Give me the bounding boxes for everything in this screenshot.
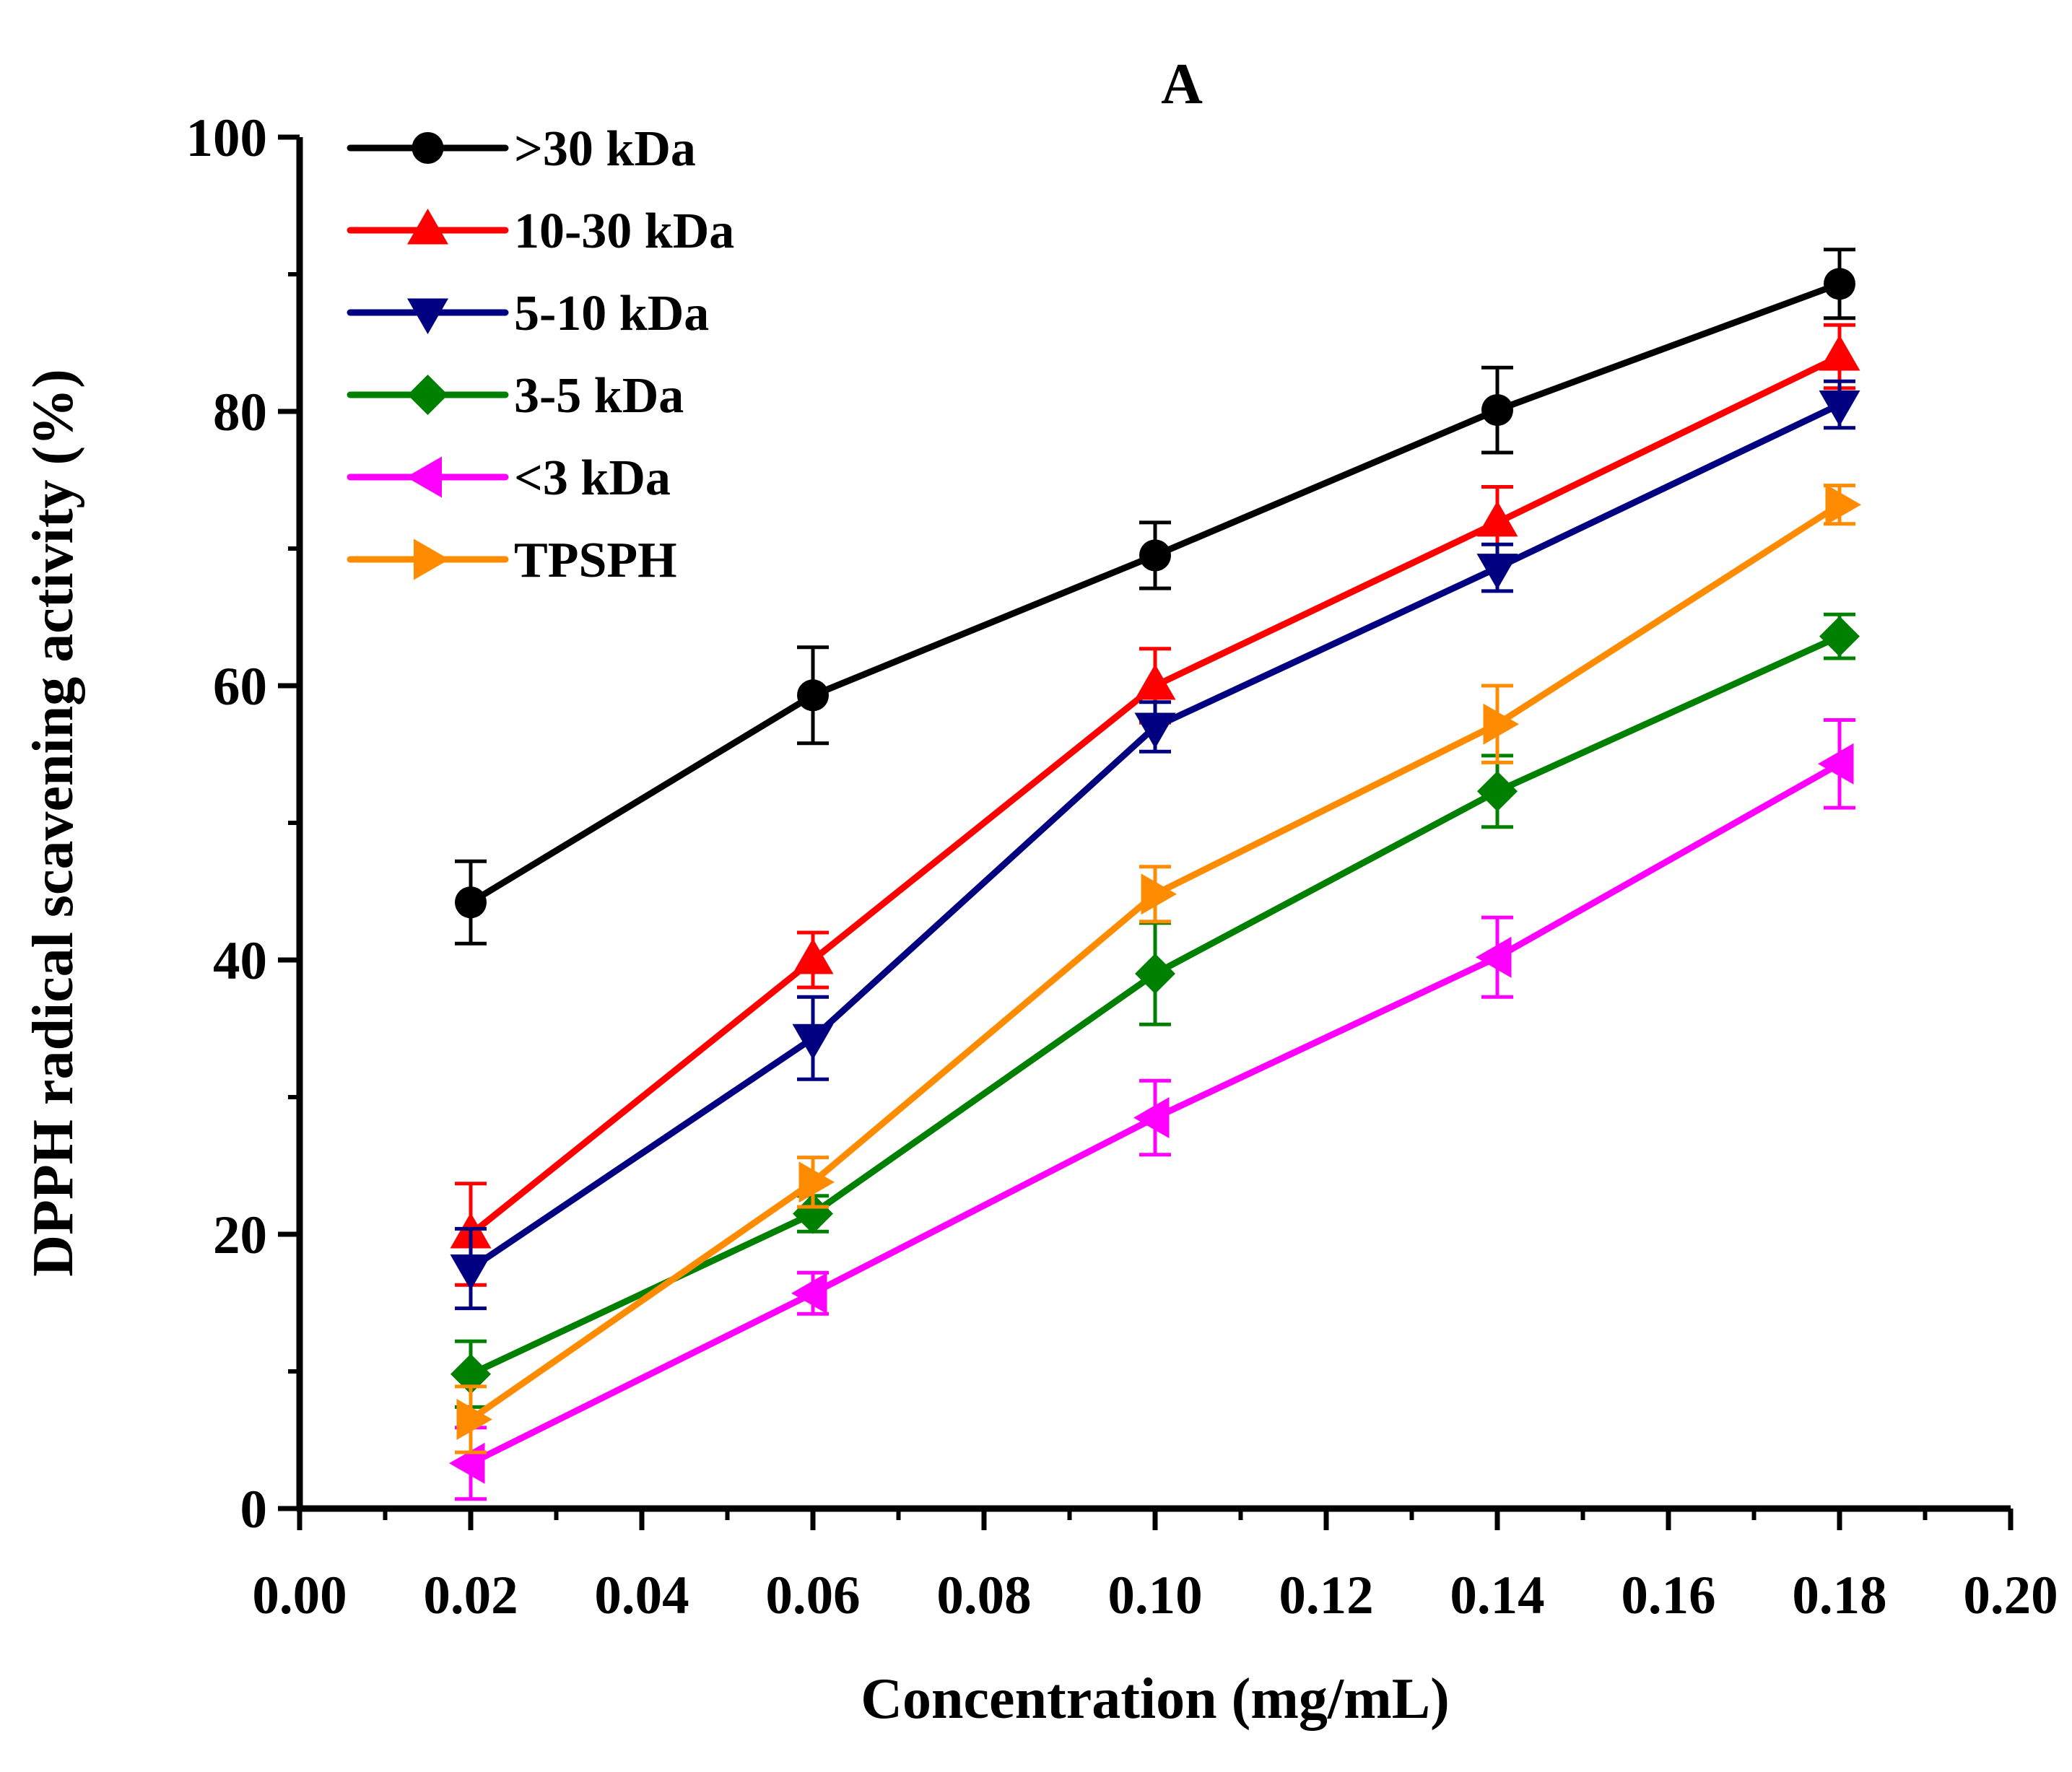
x-tick-label: 0.06 — [765, 1566, 860, 1625]
y-axis-title: DPPH radical scavening activity (%) — [22, 369, 85, 1277]
x-tick-label: 0.14 — [1450, 1566, 1544, 1625]
x-tick-label: 0.08 — [936, 1566, 1031, 1625]
series-group — [455, 484, 1861, 1454]
x-tick-label: 0.20 — [1963, 1566, 2058, 1625]
x-tick-label: 0.12 — [1279, 1566, 1373, 1625]
x-tick-label: 0.18 — [1792, 1566, 1886, 1625]
legend-item: 10-30 kDa — [347, 204, 734, 259]
legend-item: 5-10 kDa — [347, 286, 709, 341]
data-point — [1139, 539, 1171, 572]
data-point — [1824, 268, 1855, 300]
data-point — [450, 1254, 492, 1291]
x-axis-title: Concentration (mg/mL) — [861, 1667, 1449, 1731]
legend-label: TPSPH — [514, 533, 677, 588]
y-tick-label: 40 — [213, 931, 267, 991]
data-point — [1476, 500, 1518, 537]
x-tick-label: 0.02 — [423, 1566, 518, 1625]
legend-label: 5-10 kDa — [514, 286, 709, 341]
plot-lines — [449, 248, 1861, 1501]
series-group — [450, 379, 1860, 1311]
data-point — [449, 1442, 485, 1484]
data-point — [1134, 712, 1176, 748]
data-point — [450, 1353, 491, 1395]
data-point — [1819, 335, 1860, 371]
chart-title: A — [1161, 53, 1203, 116]
y-tick-label: 0 — [240, 1480, 268, 1540]
data-point — [1476, 554, 1518, 590]
data-point — [1825, 484, 1861, 525]
x-tick-label: 0.00 — [252, 1566, 347, 1625]
data-point — [1133, 1097, 1170, 1138]
legend-marker — [407, 375, 448, 415]
legend-item: TPSPH — [347, 533, 677, 588]
data-point — [1819, 390, 1860, 427]
data-point — [1477, 771, 1518, 812]
data-point — [1476, 936, 1512, 978]
legend-item: <3 kDa — [347, 450, 671, 506]
data-point — [798, 1161, 835, 1203]
y-ticks: 0 20 40 60 80 100 — [186, 108, 300, 1540]
legend-item: >30 kDa — [347, 121, 696, 177]
y-tick-label: 80 — [213, 383, 267, 442]
legend-label: >30 kDa — [514, 121, 696, 177]
y-tick-label: 20 — [213, 1205, 267, 1265]
legend: >30 kDa 10-30 kDa 5-10 kDa 3-5 kDa <3 kDa TPS… — [347, 121, 734, 588]
data-point — [1483, 703, 1519, 745]
data-point — [1819, 616, 1860, 657]
legend-item: 3-5 kDa — [347, 368, 684, 424]
legend-marker — [406, 456, 442, 498]
x-tick-label: 0.16 — [1621, 1566, 1715, 1625]
x-tick-label: 0.10 — [1107, 1566, 1202, 1625]
data-point — [1141, 873, 1177, 915]
data-point — [1818, 743, 1854, 785]
data-point — [1481, 394, 1513, 427]
legend-marker — [414, 538, 450, 580]
x-ticks: 0.00 0.02 0.04 0.06 0.08 0.10 0.12 0.14 0.16 0.18… — [252, 1509, 2058, 1625]
data-point — [456, 1399, 492, 1440]
axes: 0.00 0.02 0.04 0.06 0.08 0.10 0.12 0.14 0.16 0.18… — [186, 108, 2058, 1625]
legend-label: 3-5 kDa — [514, 368, 684, 424]
data-point — [455, 886, 487, 919]
y-tick-label: 100 — [186, 108, 268, 168]
series-group — [455, 248, 1855, 946]
legend-label: <3 kDa — [514, 450, 671, 506]
data-point — [797, 679, 829, 712]
legend-marker — [412, 132, 444, 164]
data-point — [1134, 664, 1176, 700]
legend-label: 10-30 kDa — [514, 204, 734, 259]
legend-marker — [407, 298, 448, 334]
x-tick-label: 0.04 — [594, 1566, 689, 1625]
series-group — [449, 718, 1855, 1501]
data-point — [792, 1024, 834, 1060]
data-point — [792, 938, 834, 974]
data-point — [793, 1193, 833, 1234]
data-point — [1135, 953, 1175, 994]
y-tick-label: 60 — [213, 657, 267, 717]
legend-marker — [407, 209, 448, 245]
data-point — [791, 1273, 827, 1314]
